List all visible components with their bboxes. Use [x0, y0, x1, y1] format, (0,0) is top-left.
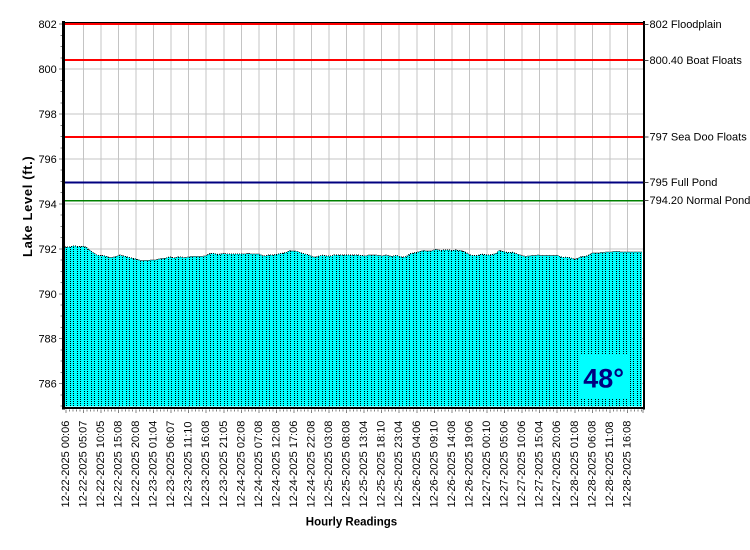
svg-text:12-23-2025 16:08: 12-23-2025 16:08: [200, 421, 212, 508]
svg-text:12-25-2025 13:04: 12-25-2025 13:04: [358, 421, 370, 508]
svg-text:12-24-2025 22:08: 12-24-2025 22:08: [306, 421, 318, 508]
svg-text:12-28-2025 11:08: 12-28-2025 11:08: [604, 421, 616, 507]
svg-text:12-23-2025 06:07: 12-23-2025 06:07: [165, 421, 177, 508]
svg-text:798: 798: [38, 109, 56, 121]
svg-text:12-26-2025 04:06: 12-26-2025 04:06: [411, 421, 423, 508]
svg-text:12-28-2025 16:08: 12-28-2025 16:08: [621, 421, 633, 508]
svg-text:12-27-2025 05:06: 12-27-2025 05:06: [499, 421, 511, 508]
svg-text:12-27-2025 00:10: 12-27-2025 00:10: [481, 421, 493, 508]
svg-text:12-28-2025 01:08: 12-28-2025 01:08: [569, 421, 581, 508]
svg-text:12-24-2025 12:08: 12-24-2025 12:08: [270, 421, 282, 508]
svg-text:12-25-2025 03:08: 12-25-2025 03:08: [323, 421, 335, 508]
svg-text:794.20 Normal Pond: 794.20 Normal Pond: [650, 195, 750, 207]
svg-text:12-26-2025 14:08: 12-26-2025 14:08: [446, 421, 458, 508]
svg-text:12-25-2025 08:08: 12-25-2025 08:08: [341, 421, 353, 508]
svg-text:797 Sea Doo Floats: 797 Sea Doo Floats: [650, 132, 748, 144]
svg-text:12-27-2025 20:06: 12-27-2025 20:06: [551, 421, 563, 508]
svg-text:786: 786: [38, 379, 56, 391]
svg-text:12-27-2025 15:04: 12-27-2025 15:04: [534, 421, 546, 508]
svg-text:12-26-2025 19:06: 12-26-2025 19:06: [464, 421, 476, 508]
svg-text:12-24-2025 02:08: 12-24-2025 02:08: [235, 421, 247, 508]
svg-text:792: 792: [38, 244, 56, 256]
svg-text:12-22-2025 10:05: 12-22-2025 10:05: [95, 421, 107, 508]
svg-text:12-23-2025 21:05: 12-23-2025 21:05: [218, 421, 230, 508]
svg-text:Lake Level (ft.): Lake Level (ft.): [20, 156, 35, 257]
svg-text:12-28-2025 06:08: 12-28-2025 06:08: [586, 421, 598, 508]
svg-text:12-24-2025 07:08: 12-24-2025 07:08: [253, 421, 265, 508]
svg-text:790: 790: [38, 289, 56, 301]
svg-text:Hourly Readings: Hourly Readings: [306, 517, 397, 529]
svg-text:12-23-2025 11:10: 12-23-2025 11:10: [183, 421, 195, 507]
svg-text:796: 796: [38, 154, 56, 166]
svg-text:12-22-2025 00:06: 12-22-2025 00:06: [60, 421, 72, 508]
svg-text:12-24-2025 17:06: 12-24-2025 17:06: [288, 421, 300, 508]
svg-text:800.40 Boat Floats: 800.40 Boat Floats: [650, 55, 743, 67]
svg-text:12-25-2025 18:10: 12-25-2025 18:10: [376, 421, 388, 508]
svg-text:794: 794: [38, 199, 56, 211]
svg-text:802: 802: [38, 19, 56, 31]
svg-text:12-27-2025 10:06: 12-27-2025 10:06: [516, 421, 528, 508]
svg-text:800: 800: [38, 64, 56, 76]
svg-text:802 Floodplain: 802 Floodplain: [650, 19, 722, 31]
svg-text:12-22-2025 05:07: 12-22-2025 05:07: [77, 421, 89, 508]
svg-text:48°: 48°: [583, 364, 624, 394]
svg-text:12-25-2025 23:04: 12-25-2025 23:04: [393, 421, 405, 508]
svg-text:12-26-2025 09:10: 12-26-2025 09:10: [428, 421, 440, 508]
svg-text:12-22-2025 15:08: 12-22-2025 15:08: [113, 421, 125, 508]
svg-text:12-22-2025 20:08: 12-22-2025 20:08: [130, 421, 142, 508]
svg-text:788: 788: [38, 334, 56, 346]
svg-text:795 Full Pond: 795 Full Pond: [650, 177, 718, 189]
svg-text:12-23-2025 01:04: 12-23-2025 01:04: [148, 421, 160, 508]
